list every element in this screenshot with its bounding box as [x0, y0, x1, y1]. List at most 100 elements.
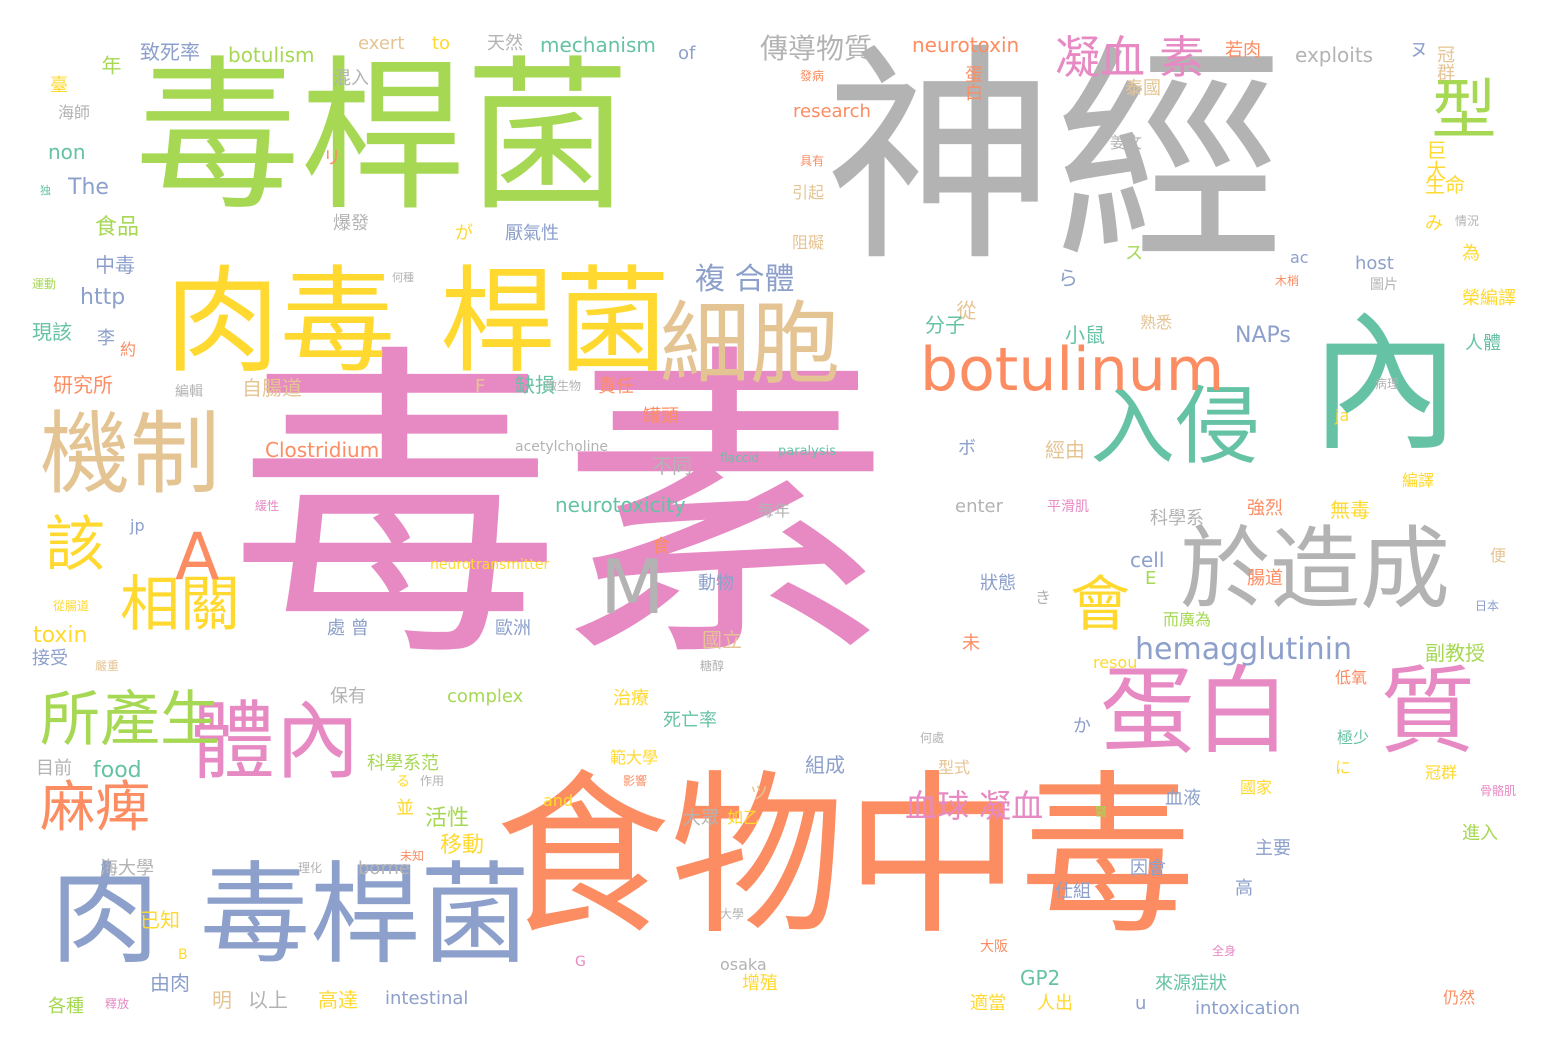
cloud-word: 毒桿菌: [135, 41, 630, 233]
cloud-word: mechanism: [540, 33, 656, 57]
cloud-word: 現該: [32, 320, 72, 344]
cloud-word: 目前: [36, 758, 72, 779]
cloud-word: 何種: [392, 271, 414, 284]
cloud-word: complex: [447, 686, 524, 707]
cloud-word: neurotransmitter: [430, 557, 550, 573]
cloud-word: 具有: [800, 154, 825, 168]
cloud-word: 每年: [758, 501, 791, 520]
cloud-word: intestinal: [385, 988, 469, 1009]
cloud-word: ボ: [958, 438, 976, 459]
cloud-word: 何處: [920, 731, 945, 745]
cloud-word: 國立: [702, 628, 742, 652]
cloud-word: 日本: [1475, 599, 1500, 613]
cloud-word: 自腸道: [242, 376, 302, 400]
cloud-word: acetylcholine: [515, 439, 608, 455]
cloud-word: neurotoxicity: [555, 493, 686, 517]
cloud-word: 罐頭: [643, 406, 679, 427]
cloud-word: 已知: [140, 908, 180, 932]
cloud-word: botulism: [228, 43, 315, 67]
cloud-word: research: [793, 101, 871, 122]
cloud-word: 內: [1310, 298, 1461, 472]
cloud-word: 人出: [1037, 993, 1073, 1014]
cloud-word: 若肉: [1225, 40, 1261, 61]
cloud-word: 副教授: [1425, 641, 1485, 665]
cloud-word: 範大學: [610, 748, 659, 767]
cloud-word: 入侵: [1090, 378, 1261, 477]
cloud-word: 死亡率: [663, 710, 717, 731]
cloud-word: 便: [1490, 546, 1507, 565]
cloud-word: 相關: [120, 570, 240, 640]
cloud-word: る: [396, 774, 410, 790]
cloud-word: 緩性: [255, 499, 280, 513]
cloud-word: food: [93, 758, 142, 783]
cloud-word: ス: [1125, 243, 1143, 264]
cloud-word: 進入: [1462, 823, 1498, 844]
cloud-word: A: [175, 520, 220, 595]
cloud-word: 以上: [248, 988, 288, 1012]
cloud-word: 國家: [1240, 778, 1273, 797]
cloud-word: 由肉: [150, 971, 190, 995]
cloud-word: 人: [985, 848, 1003, 869]
cloud-word: 增殖: [742, 973, 778, 994]
cloud-word: 凝血 素: [1055, 31, 1205, 84]
cloud-word: 骨骼肌: [1480, 784, 1517, 798]
cloud-word: and: [543, 791, 574, 810]
cloud-word: 未知: [400, 849, 425, 863]
cloud-word: 強烈: [1247, 498, 1283, 519]
cloud-word: jp: [130, 516, 145, 535]
cloud-word: 因會: [1130, 858, 1166, 879]
cloud-word: 適當: [970, 993, 1006, 1014]
cloud-word: neurotoxin: [912, 33, 1020, 57]
cloud-word: 組成: [805, 753, 845, 777]
cloud-word: 爆發: [333, 213, 369, 234]
cloud-word: 複 合體: [695, 262, 795, 297]
cloud-word: 影響: [623, 774, 648, 788]
cloud-word: 型式: [938, 758, 971, 777]
cloud-word: M: [600, 543, 665, 631]
cloud-word: 天然: [487, 33, 523, 54]
cloud-word: 独: [40, 184, 51, 197]
cloud-word: u: [1135, 993, 1147, 1014]
cloud-word: 低氧: [1335, 668, 1368, 687]
cloud-word: 嚴重: [95, 659, 120, 673]
cloud-word: 中毒: [95, 253, 135, 277]
cloud-word: 釋放: [105, 997, 130, 1011]
cloud-word: 平滑肌: [1047, 499, 1089, 515]
cloud-word: 接受: [32, 648, 68, 669]
cloud-word: 仕組: [1055, 881, 1091, 902]
cloud-word: 年: [98, 55, 122, 75]
cloud-word: 科學系: [1150, 508, 1204, 529]
cloud-word: 活性: [425, 806, 470, 831]
cloud-word: http: [80, 285, 126, 310]
cloud-word: が: [455, 223, 473, 244]
cloud-word: 混入: [333, 68, 369, 89]
cloud-word: 食品: [95, 215, 140, 240]
cloud-word: 厭氣性: [505, 223, 559, 244]
cloud-word: 姜文: [1110, 133, 1143, 152]
cloud-word: 治療: [613, 688, 649, 709]
cloud-word: 巨大: [1423, 140, 1447, 180]
cloud-word: 毒桿菌: [200, 851, 530, 979]
cloud-word: 從腸道: [53, 599, 90, 613]
cloud-word: 並: [396, 798, 414, 819]
cloud-word: ac: [1290, 248, 1309, 267]
cloud-word: botulinum: [920, 335, 1225, 405]
cloud-word: 編輯: [175, 384, 203, 400]
cloud-word: 熟悉: [1140, 313, 1173, 332]
cloud-word: borne: [358, 858, 411, 879]
cloud-word: ja: [1335, 406, 1350, 425]
cloud-word: osaka: [720, 955, 767, 974]
cloud-word: 主要: [1255, 838, 1291, 859]
cloud-word: ツ: [750, 783, 768, 804]
cloud-word: 海師: [58, 103, 91, 122]
cloud-word: The: [68, 175, 109, 200]
cloud-word: ヌ: [1410, 40, 1428, 61]
cloud-word: non: [48, 140, 86, 164]
cloud-word: 質: [1380, 657, 1476, 767]
cloud-word: 病理: [1375, 377, 1400, 391]
cloud-word: G: [575, 954, 586, 970]
cloud-word: 高: [1235, 878, 1253, 899]
cloud-word: 傳導物質: [760, 32, 873, 65]
cloud-word: paralysis: [778, 444, 836, 459]
